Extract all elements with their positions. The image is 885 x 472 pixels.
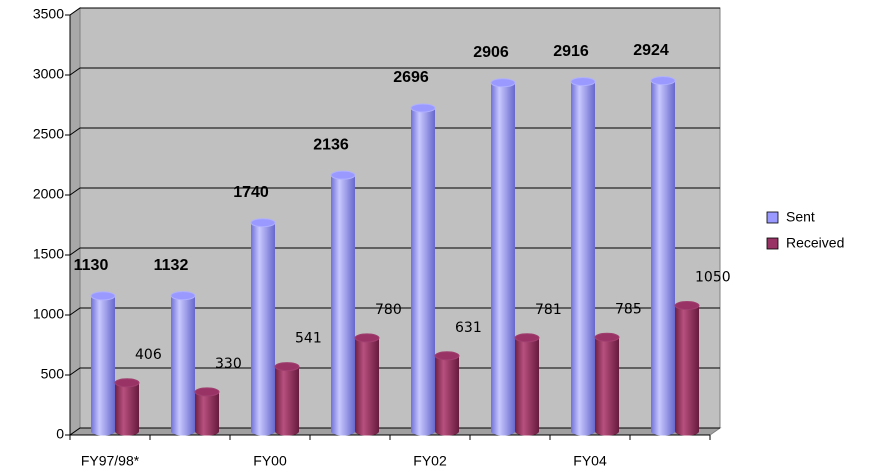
value-label: 785: [615, 301, 642, 317]
bar-base: [171, 427, 195, 436]
y-tick-label: 2000: [33, 186, 64, 202]
bar: [331, 175, 355, 432]
x-tick-label: FY02: [413, 453, 447, 469]
y-tick-label: 1500: [33, 246, 64, 262]
value-label: 1740: [233, 184, 269, 201]
bar-top: [594, 332, 620, 342]
bar-top: [490, 78, 516, 88]
bar-base: [435, 427, 459, 436]
bar: [275, 366, 299, 432]
bar-base: [331, 427, 355, 436]
y-tick-label: 1000: [33, 306, 64, 322]
bar: [571, 81, 595, 432]
value-label: 406: [135, 347, 162, 363]
bar-base: [675, 427, 699, 436]
bar: [115, 382, 139, 432]
bar-base: [571, 427, 595, 436]
value-label: 780: [375, 302, 402, 318]
bar-top: [650, 76, 676, 86]
value-label: 1132: [154, 257, 189, 274]
value-label: 781: [535, 302, 562, 318]
bar-top: [90, 291, 116, 301]
value-label: 2924: [633, 42, 669, 59]
y-tick-label: 500: [41, 366, 65, 382]
value-label: 631: [455, 320, 482, 336]
bar-base: [651, 427, 675, 436]
bar-base: [115, 427, 139, 436]
bar: [435, 355, 459, 432]
x-tick-label: FY97/98*: [81, 453, 140, 469]
bar-top: [570, 77, 596, 87]
bar: [651, 80, 675, 432]
bar-base: [251, 427, 275, 436]
bar-base: [275, 427, 299, 436]
bar-top: [330, 170, 356, 180]
y-tick-label: 0: [56, 426, 64, 442]
bar: [595, 337, 619, 432]
bar-top: [250, 218, 276, 228]
bar-top: [114, 378, 140, 388]
value-label: 541: [295, 331, 322, 347]
bar-top: [434, 351, 460, 361]
bar: [91, 295, 115, 432]
value-label: 2906: [473, 44, 509, 61]
bar-top: [170, 291, 196, 301]
bar-base: [195, 427, 219, 436]
value-label: 2696: [393, 69, 429, 86]
bar-top: [274, 362, 300, 372]
grid-line: [69, 67, 720, 76]
bar-top: [674, 301, 700, 310]
floor: [68, 427, 722, 436]
value-label: 1130: [74, 257, 109, 274]
bar: [171, 295, 195, 432]
value-label: 2916: [553, 43, 589, 60]
value-label: 1050: [695, 270, 731, 286]
bar-top: [410, 103, 436, 113]
bar: [195, 391, 219, 432]
bar-base: [515, 427, 539, 436]
bar: [675, 305, 699, 432]
bar: [515, 337, 539, 432]
bar-top: [354, 333, 380, 343]
bar: [251, 222, 275, 432]
y-tick-label: 3000: [33, 66, 64, 82]
legend-label: Sent: [786, 209, 815, 225]
bar: [491, 82, 515, 432]
bar-base: [91, 427, 115, 436]
bar-top: [194, 387, 220, 397]
legend-label: Received: [786, 235, 844, 251]
legend-swatch: [766, 211, 779, 224]
value-label: 330: [215, 356, 242, 372]
x-tick-label: FY00: [253, 453, 287, 469]
bar-base: [595, 427, 619, 436]
bar-base: [355, 427, 379, 436]
bar: [355, 337, 379, 432]
legend-swatch: [766, 237, 779, 250]
bar: [411, 107, 435, 432]
value-label: 2136: [313, 136, 349, 153]
x-tick-label: FY04: [573, 453, 607, 469]
grid-line: [69, 7, 720, 16]
y-tick-label: 2500: [33, 126, 64, 142]
bar-base: [411, 427, 435, 436]
bar-base: [491, 427, 515, 436]
bar-top: [514, 333, 540, 343]
y-tick-label: 3500: [33, 6, 64, 22]
